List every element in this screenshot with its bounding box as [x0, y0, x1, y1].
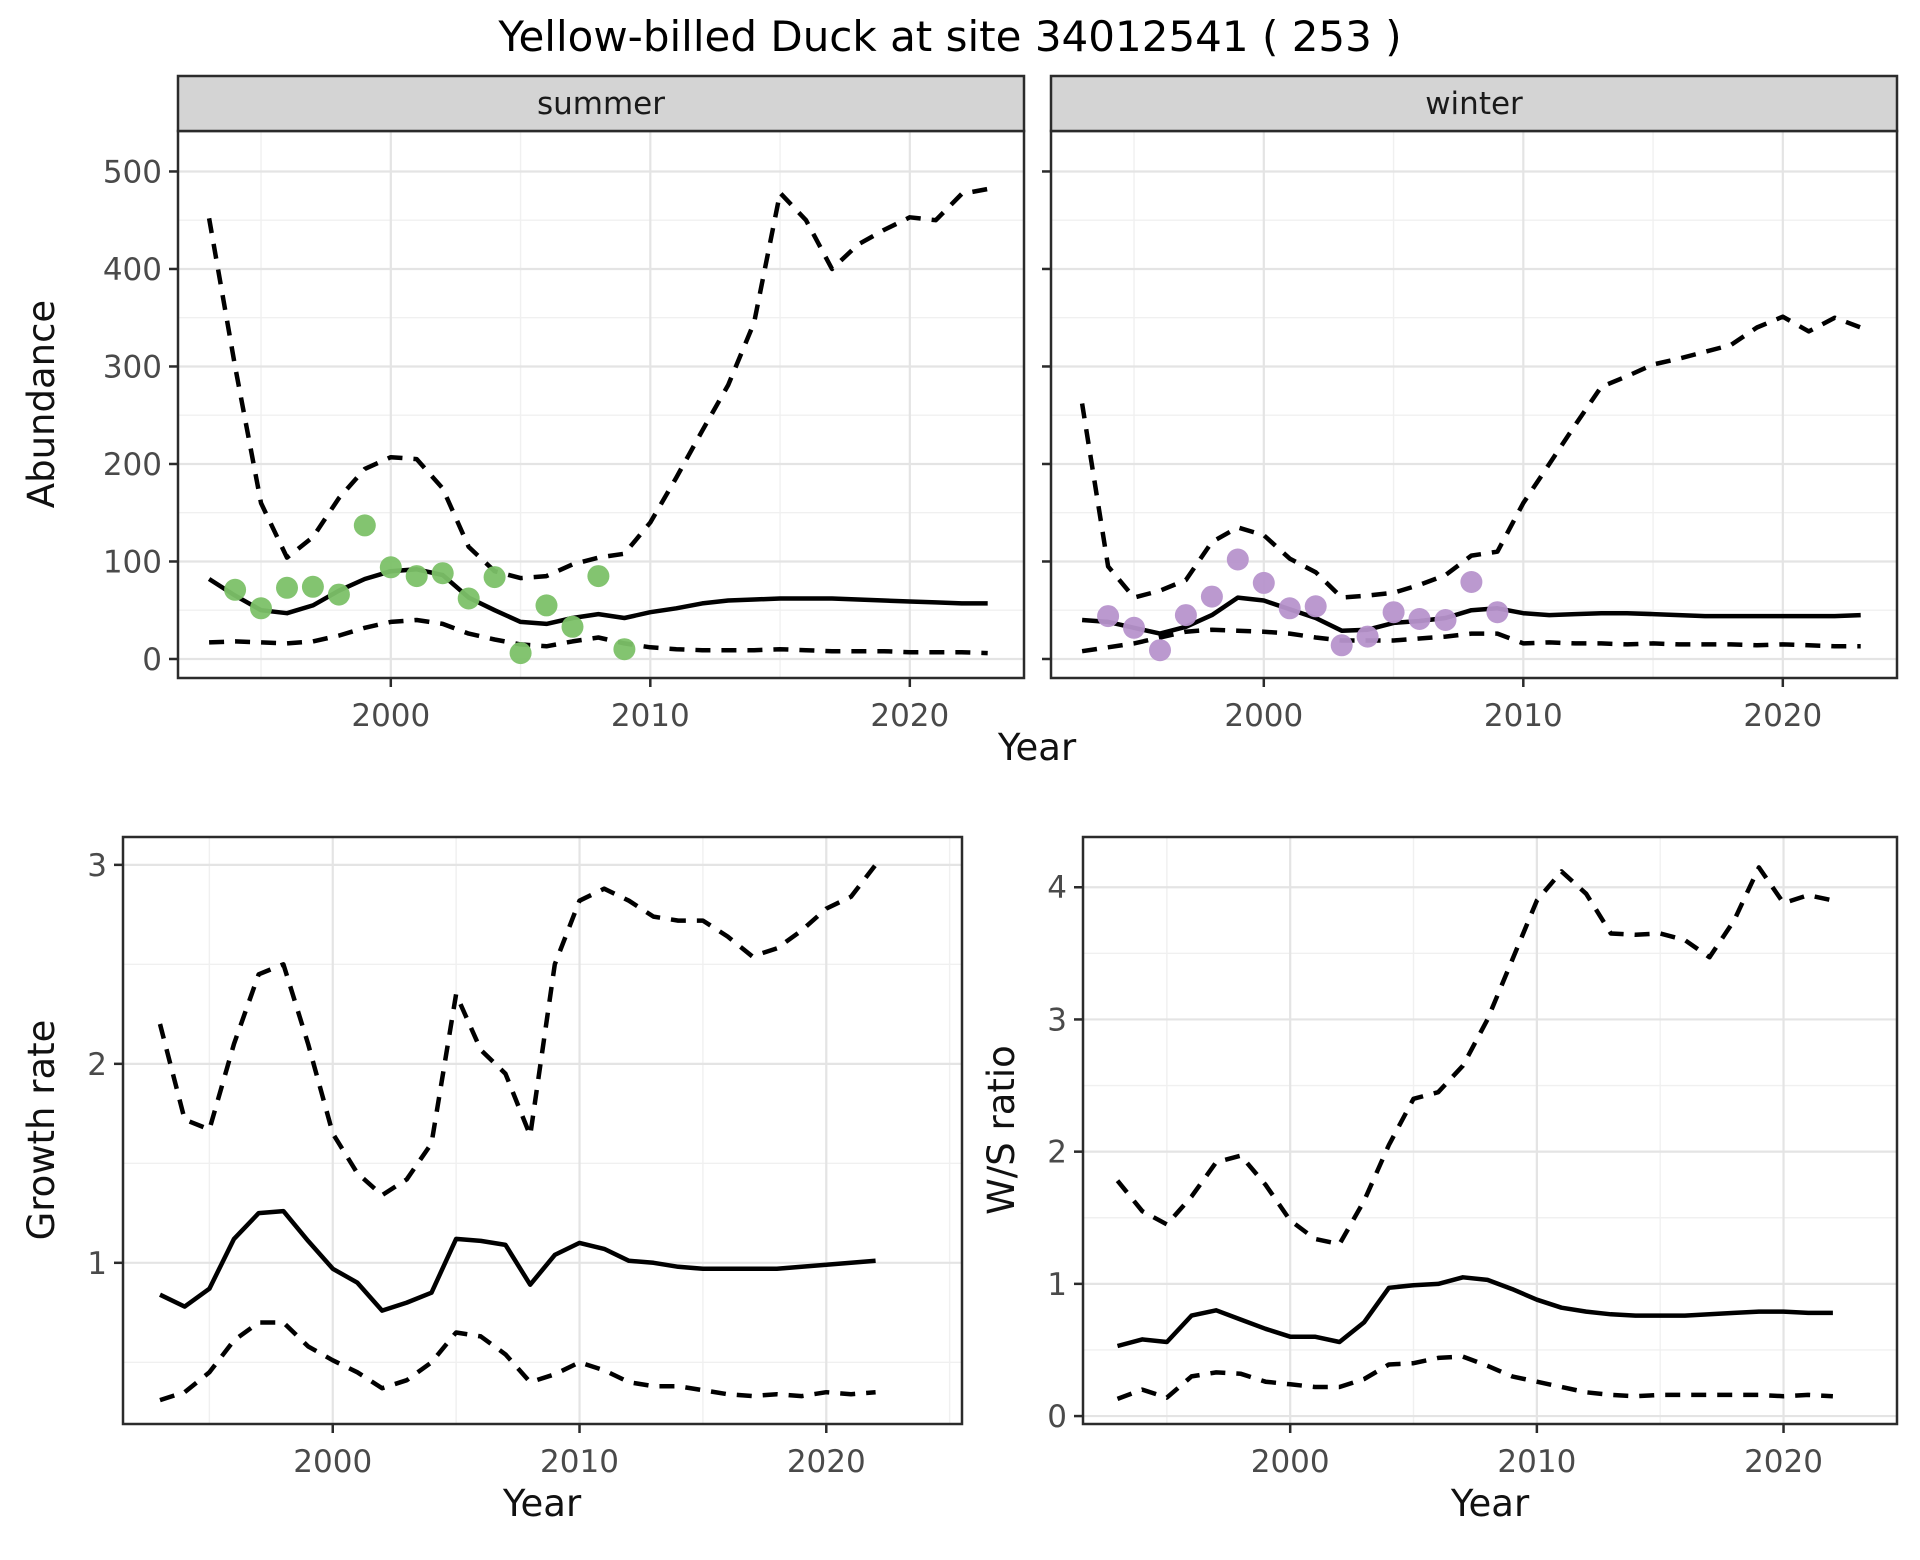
svg-text:2000: 2000: [1224, 698, 1303, 734]
svg-text:2020: 2020: [870, 698, 949, 734]
svg-text:500: 500: [103, 154, 162, 190]
svg-text:200: 200: [103, 447, 162, 483]
svg-text:0: 0: [142, 642, 162, 678]
x-axis-title-year-ws: Year: [1450, 1482, 1530, 1525]
y-axis-title-ws-ratio: W/S ratio: [980, 1045, 1023, 1215]
svg-text:2: 2: [87, 1047, 107, 1083]
svg-text:100: 100: [103, 544, 162, 580]
svg-text:1: 1: [87, 1246, 107, 1282]
svg-text:2010: 2010: [1484, 698, 1563, 734]
svg-text:2010: 2010: [1497, 1444, 1576, 1480]
y-axis-title-growth-rate: Growth rate: [20, 1019, 63, 1241]
svg-text:2000: 2000: [293, 1444, 372, 1480]
svg-text:2010: 2010: [611, 698, 690, 734]
svg-text:300: 300: [103, 349, 162, 385]
facet-strip-summer: summer: [536, 86, 665, 122]
svg-text:2010: 2010: [540, 1444, 619, 1480]
svg-text:2020: 2020: [787, 1444, 866, 1480]
svg-text:4: 4: [1047, 870, 1067, 906]
svg-text:400: 400: [103, 252, 162, 288]
svg-text:2020: 2020: [1743, 698, 1822, 734]
svg-text:2: 2: [1047, 1135, 1067, 1171]
svg-text:2020: 2020: [1744, 1444, 1823, 1480]
svg-text:2000: 2000: [351, 698, 430, 734]
svg-text:3: 3: [1047, 1002, 1067, 1038]
svg-text:1: 1: [1047, 1267, 1067, 1303]
svg-text:2000: 2000: [1251, 1444, 1330, 1480]
x-axis-title-year-top: Year: [997, 726, 1077, 769]
svg-text:0: 0: [1047, 1399, 1067, 1435]
y-axis-title-abundance: Abundance: [20, 299, 63, 509]
x-axis-title-year-growth: Year: [502, 1482, 582, 1525]
svg-text:3: 3: [87, 848, 107, 884]
facet-strip-winter: winter: [1425, 86, 1523, 122]
figure-title: Yellow-billed Duck at site 34012541 ( 25…: [498, 12, 1402, 61]
